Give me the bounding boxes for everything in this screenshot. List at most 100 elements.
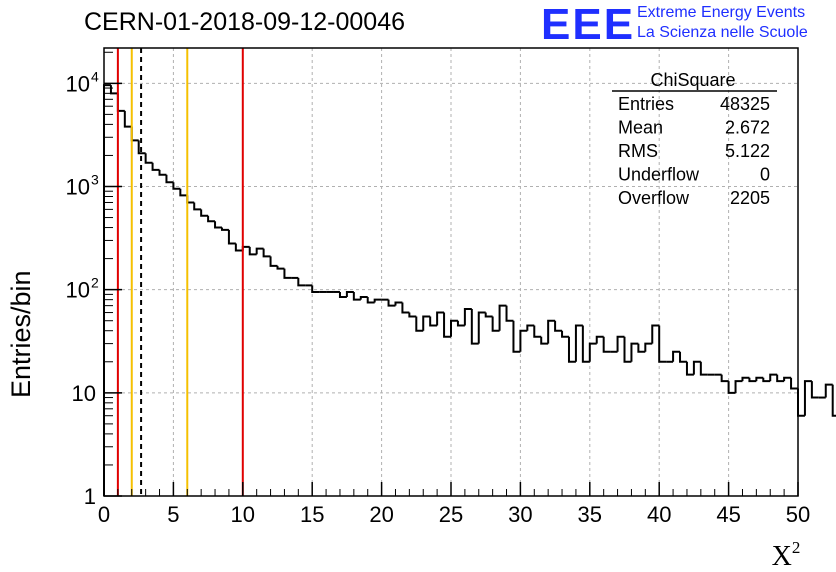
histogram-bin — [491, 316, 500, 332]
histogram-bin — [519, 329, 528, 352]
histogram-bin — [234, 243, 243, 252]
histogram-bin — [186, 195, 195, 204]
histogram-bin — [651, 324, 660, 344]
histogram-bin — [179, 188, 188, 197]
histogram-bin — [443, 312, 451, 338]
histogram-bin — [672, 350, 681, 362]
x-axis-label: X2 — [772, 538, 801, 572]
histogram-bin — [276, 265, 285, 270]
chart-title: CERN-01-2018-09-12-00046 — [84, 8, 406, 36]
x-tick-label: 35 — [578, 502, 602, 527]
histogram-bin — [505, 305, 514, 322]
x-tick-label: 10 — [231, 502, 255, 527]
histogram-bin — [456, 320, 465, 327]
y-tick-label: 10 — [66, 71, 90, 96]
logo-caption-line1: Extreme Energy Events — [637, 4, 806, 21]
histogram-bin — [373, 298, 382, 303]
y-tick-exponent: 2 — [91, 275, 99, 291]
histogram-bin — [248, 246, 257, 256]
histogram-bin — [567, 336, 576, 363]
histogram-bin — [588, 342, 597, 362]
eee-logo: EEE — [541, 0, 636, 49]
histogram-bin — [741, 376, 750, 382]
histogram-bin — [338, 291, 347, 298]
histogram-bin — [769, 373, 778, 382]
stats-label: Overflow — [618, 188, 690, 208]
histogram-bin — [262, 248, 271, 258]
histogram-bin — [803, 380, 812, 416]
histogram-bin — [200, 209, 209, 217]
histogram-bin — [352, 291, 361, 301]
histogram-bin — [547, 319, 556, 344]
histogram-bin — [658, 325, 667, 363]
stats-label: Mean — [618, 118, 663, 138]
stats-label: RMS — [618, 141, 658, 161]
histogram-bin — [727, 381, 736, 394]
histogram-bin — [484, 312, 493, 318]
histogram-bin — [401, 302, 410, 314]
histogram-bin — [797, 388, 805, 417]
histogram-bin — [755, 376, 764, 382]
stats-value: 0 — [760, 165, 770, 185]
x-tick-label: 25 — [439, 502, 463, 527]
histogram-bin — [130, 126, 139, 142]
histogram-bin — [574, 324, 583, 362]
histogram-bin — [762, 377, 771, 383]
x-tick-label: 15 — [300, 502, 324, 527]
histogram-bin — [512, 320, 521, 353]
histogram-bin — [227, 229, 236, 245]
histogram-bin — [602, 336, 611, 353]
stats-label: Underflow — [618, 165, 700, 185]
histogram-bin — [109, 85, 118, 95]
histogram-bin — [470, 308, 479, 345]
histogram-bin — [415, 316, 424, 332]
cut-lines — [116, 48, 244, 496]
stats-title: ChiSquare — [650, 70, 735, 90]
histogram-bin — [776, 374, 785, 383]
y-tick-label: 10 — [66, 174, 90, 199]
histogram-bin — [644, 342, 653, 352]
histogram-bin — [123, 110, 132, 128]
histogram-bin — [685, 361, 694, 376]
histogram-bin — [220, 227, 229, 231]
histogram-bin — [436, 311, 445, 326]
histogram-bin — [422, 315, 431, 331]
x-tick-label: 40 — [647, 502, 671, 527]
histogram-bin — [214, 221, 222, 229]
histogram-bin — [463, 307, 472, 326]
histogram-bin — [581, 325, 590, 363]
stats-label: Entries — [618, 94, 674, 114]
y-tick-label: 10 — [72, 381, 96, 406]
histogram-bin — [824, 383, 833, 398]
histogram-bin — [679, 351, 687, 363]
stats-value: 48325 — [720, 94, 770, 114]
x-tick-label: 5 — [167, 502, 179, 527]
histogram-bin — [345, 290, 354, 297]
histogram-bin — [269, 256, 278, 267]
y-tick-exponent: 4 — [91, 68, 99, 84]
histogram-bin — [144, 153, 153, 164]
histogram-bin — [790, 377, 798, 390]
x-tick-label: 30 — [508, 502, 532, 527]
histogram-bin — [699, 361, 708, 376]
histogram-bin — [311, 285, 320, 293]
histogram-bin — [408, 312, 417, 318]
histogram-bin — [623, 336, 632, 363]
histogram-bin — [366, 296, 375, 304]
histogram-bin — [255, 247, 264, 255]
stats-value: 2205 — [730, 188, 770, 208]
histogram-bin — [692, 360, 701, 375]
stats-box: ChiSquare Entries 48325 Mean 2.672 RMS 5.122 U… — [612, 70, 777, 208]
x-tick-label: 50 — [786, 502, 810, 527]
histogram-bin — [450, 319, 458, 337]
histogram-bin — [387, 299, 396, 307]
stats-value: 5.122 — [725, 141, 770, 161]
histogram-bin — [158, 169, 167, 176]
histogram-bin — [720, 374, 729, 383]
histogram-bin — [151, 162, 160, 171]
histogram-bin — [477, 311, 486, 344]
x-tick-label: 45 — [716, 502, 740, 527]
stats-value: 2.672 — [725, 118, 770, 138]
histogram-bin — [165, 174, 174, 184]
